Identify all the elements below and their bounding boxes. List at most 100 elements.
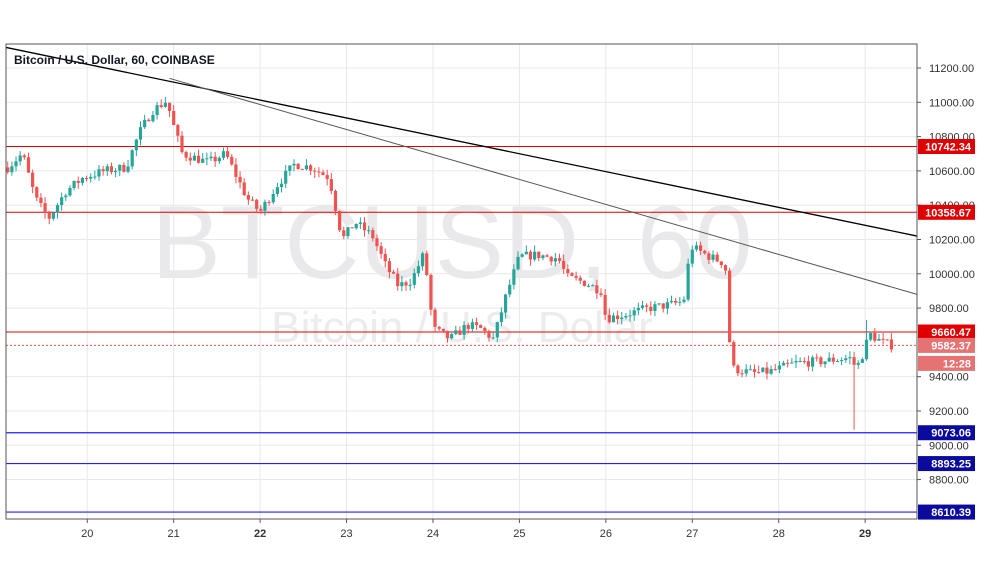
candle-body [97, 169, 101, 177]
y-tick-label: 10000.00 [929, 269, 975, 281]
candle-body [752, 369, 757, 372]
support-tag-bg [918, 456, 975, 472]
candle-body [221, 151, 226, 158]
candle-body [479, 324, 483, 328]
candle-body [242, 182, 246, 196]
candle-body [192, 155, 197, 161]
candle-body [454, 330, 458, 335]
candle-body [167, 102, 172, 111]
candle-body [624, 315, 628, 318]
candle-body [143, 119, 147, 128]
candle-body [51, 212, 55, 219]
candle-body [615, 315, 620, 320]
candle-body [499, 312, 504, 323]
candle-body [429, 274, 433, 310]
candle-body [89, 176, 93, 179]
candle-body [537, 251, 541, 259]
candle-body [889, 339, 894, 350]
candle-body [483, 327, 487, 332]
candle-body [661, 303, 665, 309]
candle-body [781, 362, 786, 366]
candle-body [172, 110, 176, 126]
candle-body [126, 166, 130, 172]
resistance-tag-label: 10742.34 [925, 141, 972, 153]
time-axis[interactable]: 20 21 22 23 24 25 26 27 28 29 [81, 519, 871, 540]
candle-body [611, 315, 616, 323]
candle-body [329, 179, 333, 191]
candle-body [848, 357, 852, 359]
candle-body [400, 282, 404, 287]
resistance-tag-bg [918, 324, 975, 340]
x-tick-label: 24 [427, 528, 439, 540]
candle-body [678, 301, 682, 303]
candle-body [39, 197, 43, 204]
candle-body [852, 357, 856, 365]
candle-body [827, 357, 831, 362]
candle-body [669, 300, 674, 303]
candle-body [217, 157, 221, 162]
candle-body [338, 210, 342, 231]
candle-body [582, 280, 587, 287]
x-tick-label: 22 [254, 528, 266, 540]
candle-body [860, 359, 864, 363]
candle-body [196, 155, 201, 163]
candle-body [491, 337, 495, 339]
watermark-symbol: BTCUSD, 60 [151, 185, 752, 301]
candle-body [790, 362, 794, 364]
candle-body [806, 361, 811, 367]
candle-body [736, 365, 740, 374]
x-tick-label: 21 [168, 528, 180, 540]
candle-body [682, 299, 686, 302]
candle-body [284, 170, 288, 184]
x-tick-label: 23 [340, 528, 352, 540]
candle-body [350, 227, 354, 229]
candle-body [715, 254, 719, 262]
y-tick-label: 8800.00 [929, 475, 969, 487]
candle-body [325, 175, 329, 180]
candle-body [470, 322, 474, 329]
candle-body [557, 258, 562, 261]
candle-body [43, 203, 47, 213]
candle-body [64, 195, 68, 198]
candle-body [84, 178, 89, 180]
trendline-inner [169, 77, 918, 295]
candle-body [574, 275, 578, 278]
candle-body [757, 371, 761, 373]
resistance-tag-label: 9660.47 [931, 327, 971, 339]
candle-body [14, 161, 18, 167]
candle-body [562, 260, 566, 269]
chart-title: Bitcoin / U.S. Dollar, 60, COINBASE [14, 53, 215, 67]
candle-body [503, 294, 508, 313]
candle-body [686, 263, 690, 300]
candle-body [636, 307, 640, 311]
candle-body [777, 365, 781, 370]
trendlines [5, 46, 918, 295]
candle-body [234, 164, 238, 177]
y-tick-label: 9000.00 [929, 440, 969, 452]
candle-body [873, 333, 877, 341]
support-tag-label: 9073.06 [931, 428, 971, 440]
candle-body [383, 253, 387, 262]
candle-body [603, 294, 607, 315]
candle-body [744, 369, 748, 374]
candle-body [740, 373, 744, 375]
candle-body [450, 334, 454, 339]
candle-body [201, 158, 205, 163]
candle-body [35, 187, 39, 198]
candle-body [300, 169, 304, 171]
candle-body [6, 167, 10, 173]
x-tick-label: 25 [513, 528, 525, 540]
price-tags: 10742.34 10358.67 9660.47 9073.06 8893.25 861… [918, 138, 975, 520]
candle-body [60, 197, 64, 206]
candle-body [516, 256, 520, 270]
candle-body [458, 330, 462, 335]
candle-body [620, 317, 624, 320]
candle-body [433, 309, 437, 327]
candle-body [520, 254, 524, 257]
candle-body [864, 339, 869, 360]
candle-body [163, 102, 167, 107]
candle-body [308, 165, 313, 171]
candle-body [798, 360, 802, 362]
